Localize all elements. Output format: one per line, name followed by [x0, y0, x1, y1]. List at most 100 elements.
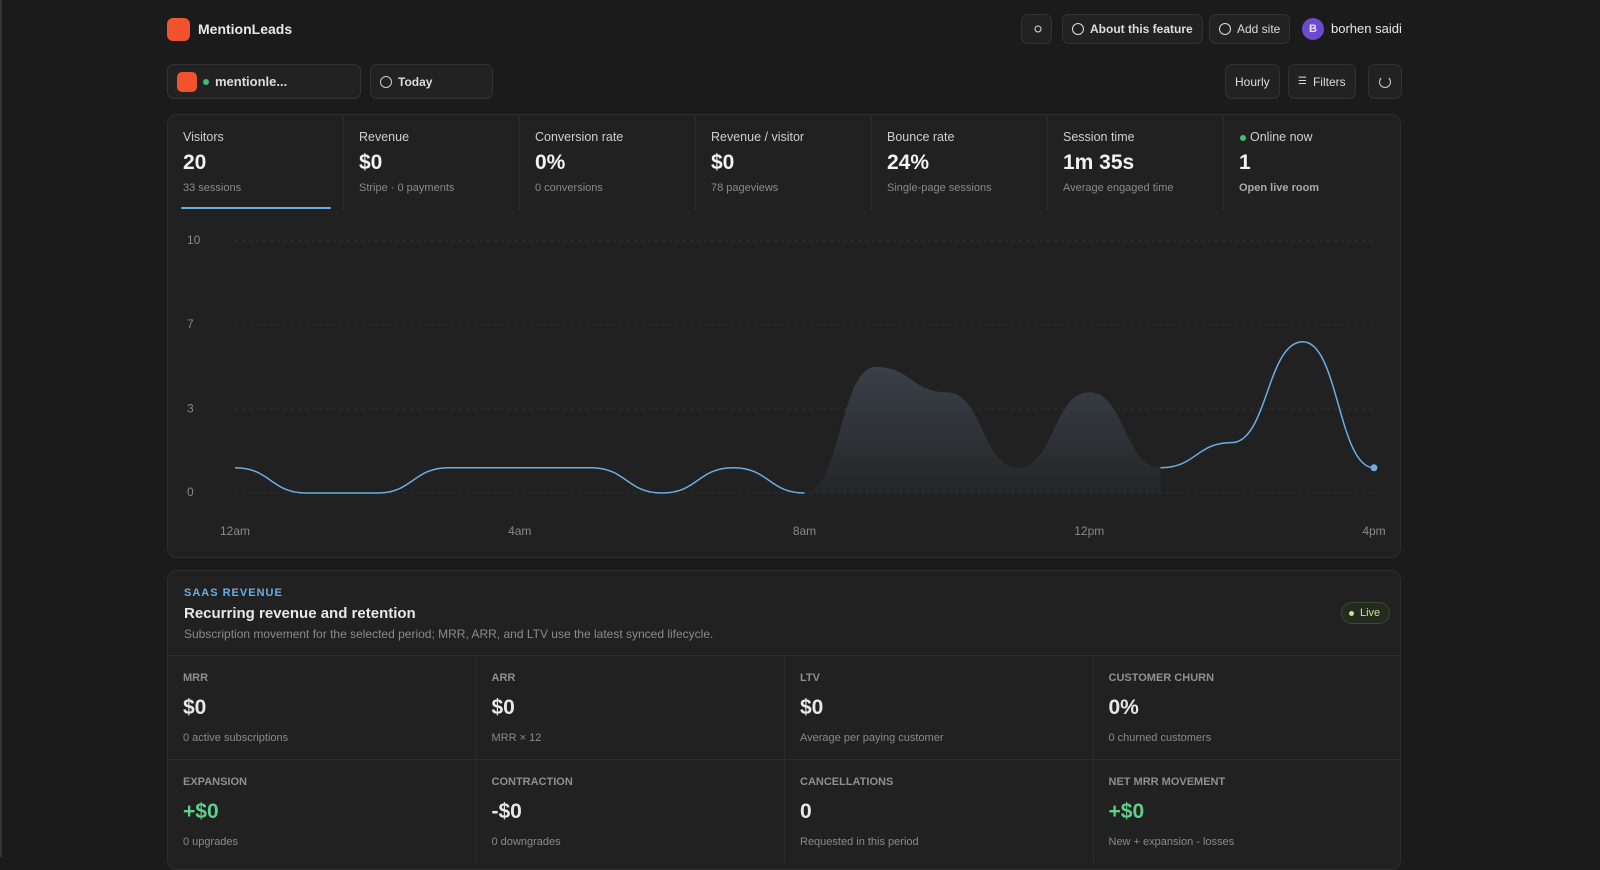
metric-label: ARR	[491, 672, 516, 684]
logo	[167, 18, 190, 41]
metric-value: 0	[800, 800, 812, 823]
edge	[0, 0, 2, 857]
stat-sub: Average engaged time	[1063, 182, 1174, 194]
interval-label: Hourly	[1235, 74, 1270, 89]
stat-label: Conversion rate	[535, 130, 624, 144]
stats-card: Online now 1 Open live room 0 3 7 10 12am 4am…	[167, 114, 1401, 558]
stat-label: Visitors	[183, 130, 224, 144]
stat-cell[interactable]: Bounce rate 24% Single-page sessions	[872, 115, 1048, 211]
filter-icon: ☰	[1298, 76, 1307, 87]
metric-value: -$0	[491, 800, 522, 823]
live-label: Live	[1360, 607, 1381, 619]
avatar[interactable]: B	[1302, 18, 1324, 40]
stat-label: Bounce rate	[887, 130, 955, 144]
stat-cell[interactable]: Revenue / visitor $0 78 pageviews	[696, 115, 872, 211]
metric-label: EXPANSION	[183, 776, 247, 788]
add-site-label: Add site	[1237, 22, 1281, 36]
stat-sub: Stripe · 0 payments	[359, 182, 455, 194]
metric-sub: 0 active subscriptions	[183, 732, 289, 744]
clock-icon	[380, 75, 392, 88]
metric-cell: CANCELLATIONS 0 Requested in this period	[785, 759, 1094, 863]
metric-value: $0	[491, 696, 515, 719]
x-tick-label: 12pm	[1074, 524, 1104, 538]
saas-title: Recurring revenue and retention	[184, 605, 416, 622]
about-label: About this feature	[1090, 22, 1193, 36]
stat-cell[interactable]: Conversion rate 0% 0 conversions	[520, 115, 696, 211]
stat-value: 20	[183, 151, 207, 174]
stat-label: Revenue	[359, 130, 410, 144]
stat-value: $0	[359, 151, 383, 174]
stat-sub: Single-page sessions	[887, 182, 992, 194]
metric-value: $0	[800, 696, 824, 719]
metric-label: CONTRACTION	[491, 776, 573, 788]
about-button[interactable]: About this feature	[1062, 14, 1203, 44]
metric-sub: Average per paying customer	[800, 732, 944, 744]
x-tick-label: 4pm	[1362, 524, 1385, 538]
stat-label: Revenue / visitor	[711, 130, 805, 144]
line	[234, 341, 1375, 494]
x-tick-label: 4am	[508, 524, 531, 538]
refresh-button[interactable]	[1368, 64, 1402, 99]
stat-cell[interactable]: Visitors 20 33 sessions	[168, 115, 344, 211]
metric-value: +$0	[183, 800, 219, 823]
saas-subtitle: Subscription movement for the selected p…	[184, 627, 714, 641]
refresh-icon	[1379, 75, 1391, 88]
brand: MentionLeads	[198, 21, 293, 37]
metric-cell: MRR $0 0 active subscriptions	[168, 655, 477, 759]
online-value: 1	[1239, 151, 1251, 174]
stat-label: Session time	[1063, 130, 1135, 144]
live-room-link[interactable]: Open live room	[1239, 182, 1320, 194]
metric-sub: New + expansion - losses	[1108, 836, 1235, 848]
stat-sub: 78 pageviews	[711, 182, 779, 194]
end-point	[1370, 464, 1378, 472]
y-tick-label: 10	[187, 233, 201, 247]
metric-cell: NET MRR MOVEMENT +$0 New + expansion - los…	[1093, 759, 1400, 863]
metric-sub: Requested in this period	[800, 836, 919, 848]
metric-cell: ARR $0 MRR × 12	[476, 655, 785, 759]
metric-label: CUSTOMER CHURN	[1108, 672, 1215, 684]
metric-cell: CONTRACTION -$0 0 downgrades	[476, 759, 785, 863]
x-tick-label: 8am	[793, 524, 816, 538]
metric-label: LTV	[800, 672, 820, 684]
area	[804, 367, 1161, 493]
range-selector[interactable]: Today	[370, 64, 493, 99]
stat-value: 1m 35s	[1063, 151, 1135, 174]
stat-cell[interactable]: Session time 1m 35s Average engaged time	[1048, 115, 1224, 211]
stat-sub: 0 conversions	[535, 182, 603, 194]
stat-value: $0	[711, 151, 735, 174]
metric-cell: LTV $0 Average per paying customer	[785, 655, 1094, 759]
add-site-button[interactable]: Add site	[1209, 14, 1291, 44]
interval-button[interactable]: Hourly	[1225, 64, 1280, 99]
active-tab-indicator	[181, 207, 331, 209]
chart: 0 3 7 10 12am 4am 8am 12pm 4pm	[187, 233, 1386, 538]
stat-sub: 33 sessions	[183, 182, 242, 194]
globe-icon	[1219, 23, 1231, 35]
online-dot	[1240, 135, 1246, 141]
online-label: Online now	[1250, 130, 1313, 144]
filters-button[interactable]: ☰ Filters	[1288, 64, 1356, 99]
online-stat[interactable]: Online now 1 Open live room	[1224, 115, 1400, 211]
x-tick-label: 12am	[220, 524, 250, 538]
live-badge: Live	[1341, 602, 1391, 624]
metric-label: NET MRR MOVEMENT	[1108, 776, 1226, 788]
metric-value: 0%	[1108, 696, 1139, 719]
theme-toggle[interactable]	[1021, 14, 1052, 44]
y-tick-label: 3	[187, 401, 194, 415]
metric-sub: MRR × 12	[491, 732, 542, 744]
y-tick-label: 7	[187, 317, 194, 331]
metric-value: +$0	[1108, 800, 1145, 823]
status-dot	[203, 78, 209, 85]
metric-cell: CUSTOMER CHURN 0% 0 churned customers	[1093, 655, 1400, 759]
metric-sub: 0 downgrades	[491, 836, 561, 848]
metric-sub: 0 churned customers	[1108, 732, 1212, 744]
stat-cell[interactable]: Revenue $0 Stripe · 0 payments	[344, 115, 520, 211]
y-tick-label: 0	[187, 485, 194, 499]
stat-value: 0%	[535, 151, 566, 174]
saas-card: SAAS REVENUE Recurring revenue and reten…	[167, 570, 1401, 870]
user-name: borhen saidi	[1331, 21, 1402, 36]
metric-label: CANCELLATIONS	[800, 776, 894, 788]
metric-cell: EXPANSION +$0 0 upgrades	[168, 759, 477, 863]
range-label: Today	[398, 74, 433, 89]
site-selector[interactable]: mentionle...	[167, 64, 361, 99]
